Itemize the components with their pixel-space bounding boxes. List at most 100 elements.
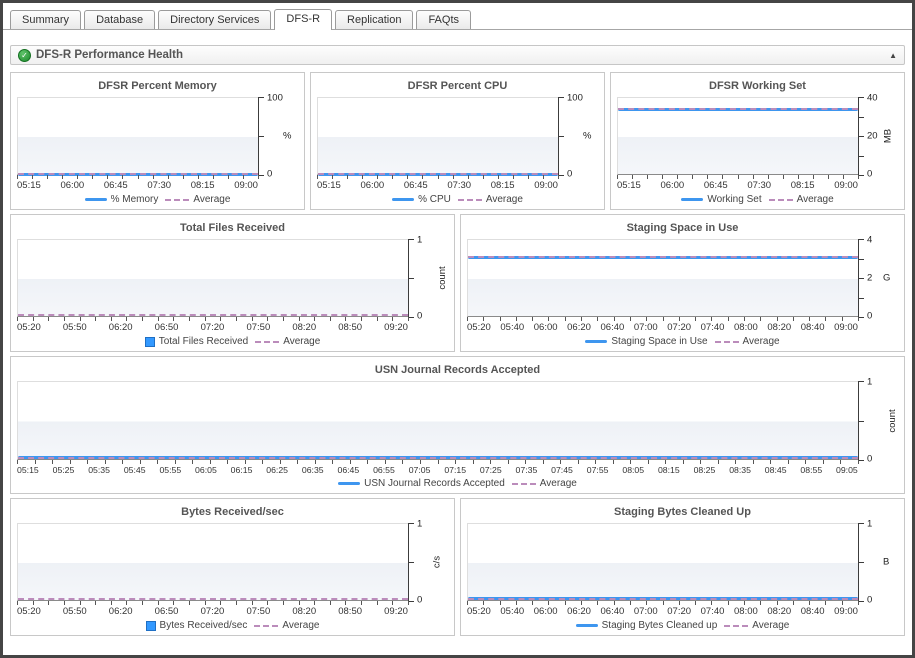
y-axis-unit-label: G	[883, 272, 891, 284]
x-tick-mark	[437, 175, 439, 179]
chart-plot-area[interactable]	[17, 239, 408, 317]
legend-label: Bytes Received/sec	[159, 620, 248, 631]
x-tick-mark	[548, 317, 550, 321]
x-tick-mark	[32, 317, 34, 321]
legend-swatch-square-icon	[144, 336, 155, 347]
x-tick-mark	[209, 460, 211, 464]
x-tick-mark	[220, 601, 222, 605]
y-tick-label: 2	[867, 272, 873, 284]
x-tick-mark	[827, 175, 829, 179]
y-axis-unit-label: B	[883, 556, 890, 568]
chart-plot-area[interactable]	[17, 381, 858, 460]
legend-item-total-files-received: Total Files Received	[144, 336, 249, 347]
x-axis-labels: 05:15 06:00 06:45 07:30 08:15 09:00	[617, 179, 858, 191]
x-tick-mark	[52, 460, 54, 464]
x-tick-mark	[17, 460, 18, 464]
x-tick-mark	[677, 175, 679, 179]
x-tick-mark	[48, 317, 50, 321]
y-tick-mark	[409, 601, 414, 602]
x-tick-mark	[822, 460, 824, 464]
x-tick-mark	[542, 460, 544, 464]
x-tick-mark	[613, 317, 615, 321]
y-axis: 1 0 c/s	[408, 518, 448, 606]
y-tick-mark	[859, 460, 864, 461]
x-tick-label: 07:00	[633, 322, 658, 333]
y-tick-mark	[409, 317, 414, 318]
chart-plot-area[interactable]	[17, 523, 408, 601]
chart-body: 100 0% 05:15 06:00 06:45 07:30 08:15 09:00	[317, 92, 598, 191]
y-tick-mark	[409, 523, 414, 524]
x-tick-label: 09:20	[384, 606, 408, 617]
legend-label: Average	[282, 620, 320, 631]
x-tick-mark	[79, 317, 81, 321]
x-tick-mark	[95, 601, 97, 605]
tab-dfs-r[interactable]: DFS-R	[274, 9, 333, 30]
y-tick-mark	[409, 278, 414, 279]
y-tick-label: 4	[867, 234, 873, 246]
chart-plot-area[interactable]	[317, 97, 558, 176]
average-dashed-line	[468, 598, 858, 600]
chart-plot-area[interactable]	[17, 97, 258, 176]
chart-plot-area[interactable]	[467, 239, 858, 317]
x-tick-label: 05:40	[500, 606, 525, 617]
x-tick-label: 09:00	[834, 180, 858, 191]
x-tick-label: 05:20	[467, 322, 491, 333]
x-tick-mark	[629, 317, 631, 321]
legend-label: Total Files Received	[158, 336, 249, 347]
x-tick-mark	[564, 317, 566, 321]
x-tick-label: 07:30	[747, 180, 772, 191]
x-tick-mark	[235, 601, 237, 605]
chart-title: DFSR Percent Memory	[98, 80, 217, 92]
x-tick-label: 07:20	[200, 606, 225, 617]
legend-swatch-square-icon	[145, 620, 156, 631]
chart-usn-journal-records-accepted: USN Journal Records Accepted 1 0 count 05:…	[10, 356, 905, 494]
x-tick-mark	[647, 175, 649, 179]
x-tick-mark	[32, 601, 34, 605]
tab-database[interactable]: Database	[84, 10, 156, 29]
x-tick-mark	[490, 460, 492, 464]
tab-directory-services[interactable]: Directory Services	[158, 10, 272, 29]
x-tick-label: 06:00	[60, 180, 85, 191]
x-tick-mark	[776, 317, 778, 321]
x-tick-mark	[142, 317, 144, 321]
x-tick-mark	[87, 460, 89, 464]
x-tick-mark	[376, 601, 378, 605]
tab-faqts[interactable]: FAQts	[416, 10, 471, 29]
y-tick-label: 0	[567, 168, 573, 180]
tab-summary[interactable]: Summary	[10, 10, 82, 29]
x-tick-mark	[122, 460, 124, 464]
y-tick-mark	[859, 136, 864, 137]
x-tick-mark	[110, 317, 112, 321]
x-tick-mark	[515, 601, 517, 605]
x-axis-ticks	[17, 460, 859, 464]
chart-plot-area[interactable]	[467, 523, 858, 601]
chart-title: Staging Space in Use	[626, 222, 739, 234]
x-tick-label: 06:00	[533, 606, 558, 617]
y-tick-mark	[859, 601, 864, 602]
average-dashed-line	[618, 108, 858, 111]
x-tick-mark	[497, 175, 499, 179]
chart-plot-area[interactable]	[617, 97, 858, 175]
tab-replication[interactable]: Replication	[335, 10, 414, 29]
y-tick-label: 100	[567, 92, 583, 104]
x-tick-mark	[197, 175, 199, 179]
x-tick-mark	[692, 175, 694, 179]
x-axis-ticks	[17, 601, 409, 605]
legend-swatch-dash-icon	[457, 198, 482, 201]
collapse-panel-icon[interactable]: ▲	[889, 50, 897, 60]
x-tick-label: 09:05	[836, 465, 858, 475]
x-tick-label: 06:05	[195, 465, 217, 475]
x-tick-mark	[212, 175, 214, 179]
x-tick-mark	[841, 317, 843, 321]
x-tick-label: 06:45	[403, 180, 428, 191]
x-tick-mark	[384, 460, 386, 464]
y-axis: 100 0%	[258, 92, 298, 180]
x-tick-mark	[17, 175, 18, 179]
x-tick-label: 08:35	[729, 465, 751, 475]
x-tick-mark	[314, 460, 316, 464]
x-tick-label: 07:30	[447, 180, 472, 191]
y-axis-unit-label: count	[887, 408, 899, 433]
x-tick-mark	[662, 317, 664, 321]
x-tick-mark	[329, 601, 331, 605]
